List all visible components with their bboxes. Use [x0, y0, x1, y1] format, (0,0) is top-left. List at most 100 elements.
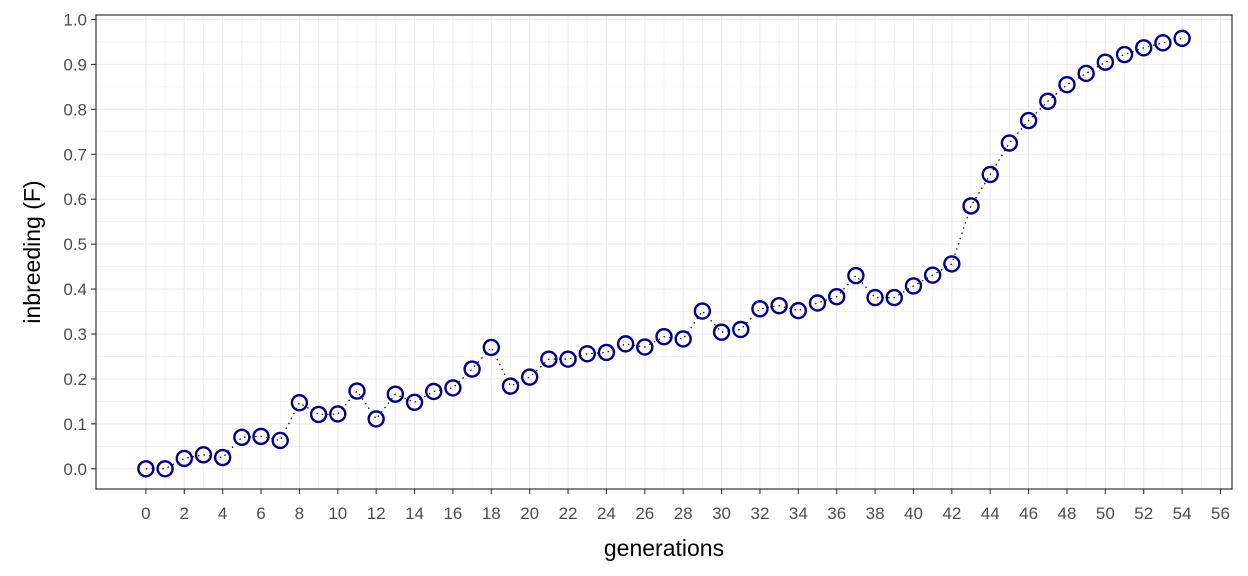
data-point: [425, 382, 443, 401]
data-point: [732, 320, 750, 339]
series: [137, 29, 1191, 478]
x-tick-label: 6: [256, 504, 265, 523]
panel-border: [95, 14, 1233, 490]
data-point: [559, 350, 577, 368]
grid: [96, 15, 1232, 489]
data-point: [616, 335, 635, 353]
data-point: [981, 165, 999, 184]
y-tick-label: 0.6: [63, 190, 87, 209]
data-point: [367, 410, 385, 428]
x-tick-label: 22: [559, 504, 578, 523]
data-point: [175, 449, 193, 468]
x-tick-label: 50: [1096, 504, 1115, 523]
x-tick-label: 44: [981, 504, 1000, 523]
data-point: [1077, 64, 1095, 83]
data-point: [943, 255, 961, 273]
data-point: [290, 394, 309, 412]
data-point: [904, 277, 923, 295]
x-tick-label: 2: [180, 504, 189, 523]
x-tick-label: 24: [597, 504, 616, 523]
y-tick-label: 0.5: [63, 235, 87, 254]
data-point: [808, 294, 827, 312]
data-point: [329, 405, 347, 423]
data-point: [194, 446, 213, 464]
data-point: [770, 296, 788, 315]
data-point: [1154, 34, 1172, 52]
data-point: [1019, 111, 1038, 130]
y-tick-label: 0.3: [63, 325, 87, 344]
x-tick-label: 46: [1019, 504, 1038, 523]
data-point: [923, 266, 942, 284]
data-point: [501, 377, 520, 395]
x-tick-label: 14: [405, 504, 424, 523]
data-point: [1000, 134, 1019, 152]
data-point: [540, 350, 558, 368]
y-tick-label: 0.9: [63, 55, 87, 74]
x-tick-label: 10: [328, 504, 347, 523]
x-axis-title: generations: [604, 535, 724, 561]
data-point: [233, 428, 251, 447]
x-tick-label: 20: [520, 504, 539, 523]
y-tick-label: 0.7: [63, 145, 87, 164]
x-tick-label: 42: [942, 504, 961, 523]
data-point: [1135, 39, 1153, 57]
data-point: [636, 338, 654, 356]
data-point: [520, 368, 539, 386]
x-tick-label: 54: [1173, 504, 1192, 523]
x-tick-label: 38: [866, 504, 885, 523]
data-point: [252, 427, 270, 446]
data-point: [578, 345, 596, 363]
y-tick-label: 0.0: [63, 460, 87, 479]
x-tick-label: 32: [750, 504, 769, 523]
data-point: [712, 323, 731, 341]
y-tick-label: 0.1: [63, 415, 87, 434]
x-tick-label: 52: [1134, 504, 1153, 523]
y-tick-label: 0.4: [63, 280, 87, 299]
data-point: [789, 301, 808, 320]
y-tick-label: 0.2: [63, 370, 87, 389]
x-tick-label: 4: [218, 504, 227, 523]
data-point: [1039, 92, 1057, 110]
data-point: [866, 288, 884, 307]
series-line: [145, 37, 1183, 470]
x-tick-label: 18: [482, 504, 501, 523]
data-point: [1096, 53, 1115, 71]
x-tick-label: 28: [674, 504, 693, 523]
y-tick-label: 1.0: [63, 10, 87, 29]
data-point: [1058, 75, 1076, 94]
data-point: [444, 379, 462, 397]
x-tick-label: 30: [712, 504, 731, 523]
y-tick-label: 0.8: [63, 100, 87, 119]
data-point: [597, 343, 616, 362]
x-tick-label: 0: [141, 504, 150, 523]
x-tick-label: 34: [789, 504, 808, 523]
data-point: [847, 266, 865, 285]
data-point: [885, 288, 903, 307]
x-tick-label: 12: [367, 504, 386, 523]
data-point: [137, 460, 155, 478]
data-point: [962, 197, 980, 215]
data-point: [693, 302, 712, 320]
data-point: [386, 385, 405, 403]
x-tick-label: 48: [1058, 504, 1077, 523]
axes: 0 2 4 6 8 10 12 14 16 18 20 22 24 26 28 30 32 34 36 38 40 42 4…: [63, 10, 1230, 523]
data-point: [348, 382, 366, 400]
data-point: [674, 330, 692, 348]
data-point: [1115, 45, 1134, 64]
data-point: [309, 405, 328, 424]
x-tick-label: 16: [443, 504, 462, 523]
data-point: [1173, 29, 1191, 48]
x-tick-label: 8: [295, 504, 304, 523]
x-tick-label: 56: [1211, 504, 1230, 523]
x-tick-label: 36: [827, 504, 846, 523]
data-point: [463, 360, 481, 378]
data-point: [213, 448, 232, 467]
data-point: [405, 393, 424, 411]
data-point: [271, 431, 289, 450]
x-tick-label: 26: [635, 504, 654, 523]
data-point: [482, 338, 500, 357]
data-point: [828, 288, 846, 306]
data-point: [156, 460, 174, 478]
